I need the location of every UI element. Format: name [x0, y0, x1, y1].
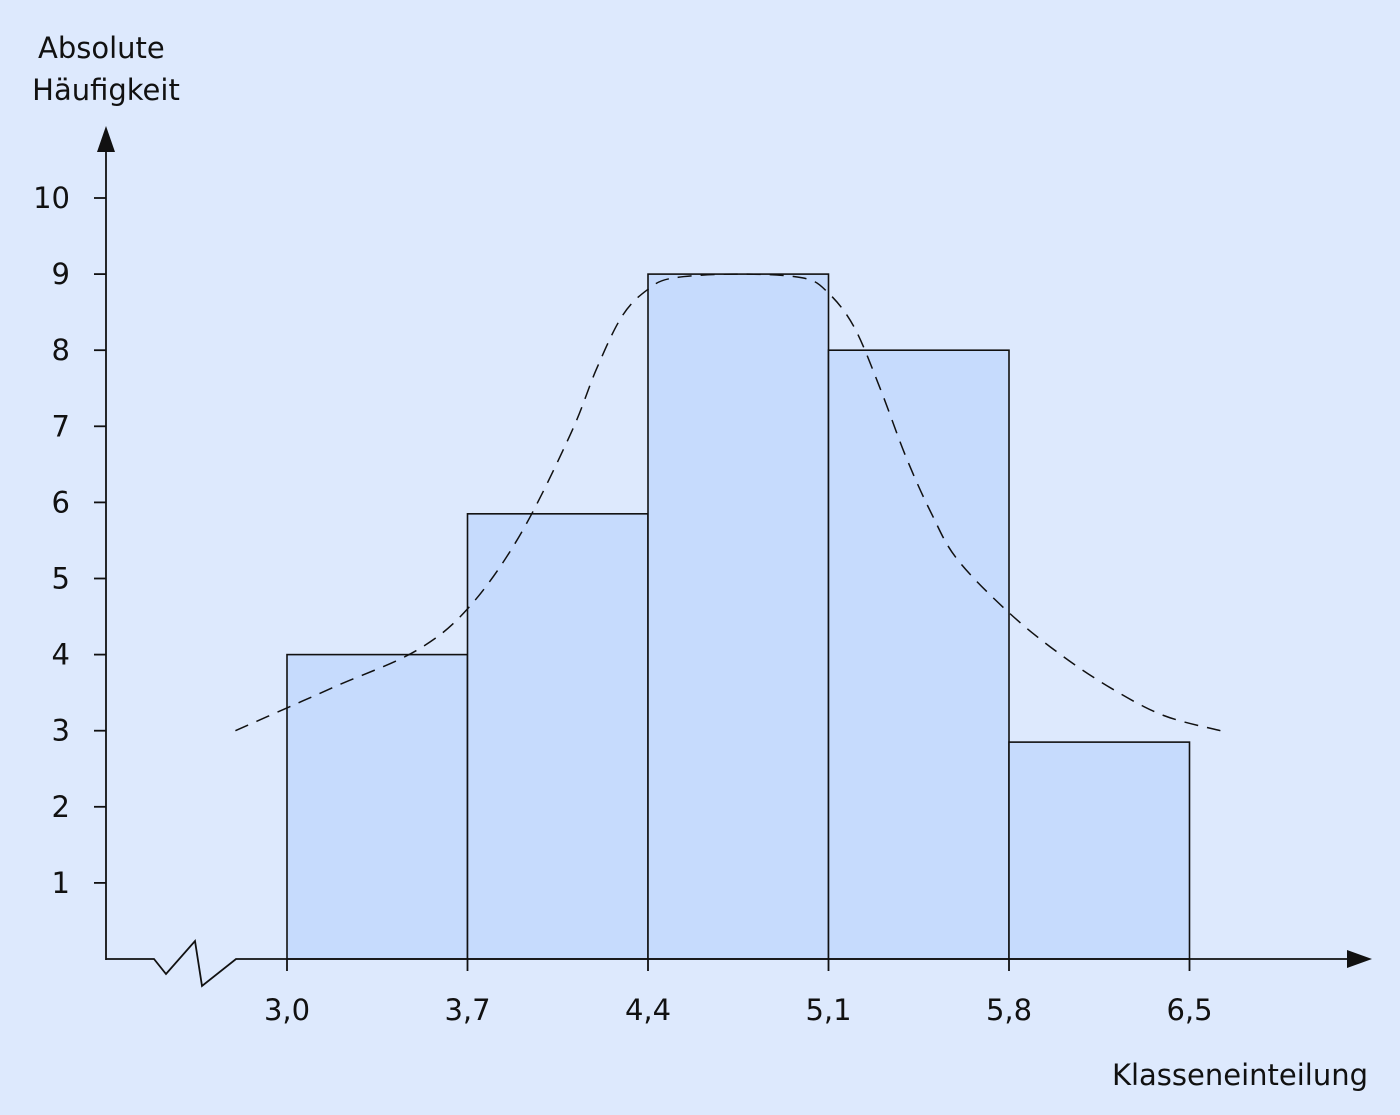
bars-group: [286, 273, 1191, 960]
distribution-curve: [235, 273, 1221, 732]
x-tick-label-2: 3,7: [444, 993, 490, 1027]
x-tick-label-3: 4,4: [625, 993, 671, 1027]
y-axis-title-line-2: Häufigkeit: [32, 73, 180, 107]
y-ticks-group: 1 2 3 4 5 6 7 8 9 10: [33, 181, 106, 900]
histogram-bar-5: [1008, 741, 1191, 960]
y-axis-title: Absolute Häufigkeit: [32, 31, 180, 107]
curve-group: [235, 273, 1221, 732]
y-tick-label-6: 6: [52, 485, 70, 519]
y-tick-label-4: 4: [52, 638, 70, 672]
y-axis-title-line-1: Absolute: [38, 31, 165, 65]
y-tick-label-3: 3: [52, 714, 70, 748]
y-tick-label-1: 1: [52, 866, 70, 900]
y-axis: 1 2 3 4 5 6 7 8 9 10: [33, 126, 115, 960]
histogram-bar-2: [466, 513, 649, 960]
histogram-bar-3: [647, 273, 830, 960]
histogram-bar-1: [286, 653, 469, 960]
y-tick-label-9: 9: [52, 257, 70, 291]
x-axis: 3,0 3,7 4,4 5,1 5,8 6,5: [106, 938, 1372, 1027]
y-tick-label-5: 5: [52, 562, 70, 596]
y-axis-arrow: [97, 126, 115, 152]
x-tick-label-4: 5,1: [805, 993, 851, 1027]
x-axis-title: Klasseneinteilung: [1112, 1058, 1368, 1092]
x-tick-label-1: 3,0: [264, 993, 310, 1027]
y-tick-label-8: 8: [52, 333, 70, 367]
x-axis-break-line: [106, 938, 1350, 988]
x-axis-arrow: [1347, 950, 1372, 968]
x-tick-label-6: 6,5: [1166, 993, 1212, 1027]
y-tick-label-7: 7: [52, 409, 70, 443]
histogram-bar-4: [827, 349, 1010, 960]
x-tick-label-5: 5,8: [986, 993, 1032, 1027]
x-ticks-group: 3,0 3,7 4,4 5,1 5,8 6,5: [264, 959, 1213, 1027]
y-tick-label-10: 10: [33, 181, 70, 215]
y-tick-label-2: 2: [52, 790, 70, 824]
